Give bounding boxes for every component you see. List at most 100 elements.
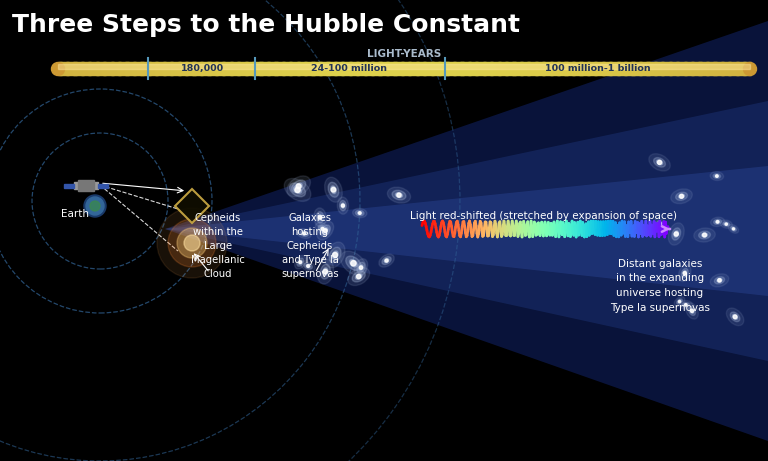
Text: LIGHT-YEARS: LIGHT-YEARS bbox=[367, 49, 441, 59]
Bar bbox=[551, 63, 553, 76]
Bar bbox=[492, 63, 494, 76]
Bar bbox=[98, 63, 99, 76]
Bar bbox=[274, 63, 276, 76]
Bar bbox=[632, 63, 634, 76]
Ellipse shape bbox=[318, 225, 327, 233]
Bar bbox=[396, 63, 397, 76]
Bar bbox=[506, 63, 508, 76]
Bar bbox=[303, 63, 305, 76]
Ellipse shape bbox=[714, 277, 724, 284]
Bar bbox=[399, 63, 400, 76]
Bar bbox=[694, 63, 697, 76]
Bar bbox=[650, 63, 651, 76]
Bar bbox=[359, 63, 360, 76]
Bar bbox=[340, 63, 342, 76]
Bar bbox=[379, 63, 381, 76]
Bar bbox=[517, 63, 518, 76]
Bar bbox=[204, 63, 205, 76]
Bar bbox=[74, 63, 76, 76]
Ellipse shape bbox=[723, 222, 730, 226]
Ellipse shape bbox=[316, 223, 330, 235]
Bar bbox=[412, 63, 413, 76]
Bar bbox=[662, 63, 664, 76]
Ellipse shape bbox=[314, 208, 326, 227]
Bar bbox=[77, 63, 78, 76]
Bar bbox=[476, 63, 478, 76]
Bar bbox=[580, 63, 582, 76]
Bar bbox=[382, 63, 384, 76]
Bar bbox=[730, 63, 732, 76]
Bar bbox=[167, 63, 168, 76]
Text: Galaxies
hosting
Cepheids
and Type Ia
supernovas: Galaxies hosting Cepheids and Type Ia su… bbox=[281, 213, 339, 279]
Bar bbox=[247, 63, 248, 76]
Ellipse shape bbox=[679, 194, 684, 198]
Bar bbox=[456, 63, 458, 76]
Bar bbox=[545, 63, 547, 76]
Bar bbox=[527, 63, 528, 76]
Text: Three Steps to the Hubble Constant: Three Steps to the Hubble Constant bbox=[12, 13, 520, 37]
Bar bbox=[733, 63, 734, 76]
Bar bbox=[199, 63, 200, 76]
Bar bbox=[68, 63, 70, 76]
Bar bbox=[377, 63, 379, 76]
Ellipse shape bbox=[293, 186, 302, 193]
Bar bbox=[311, 63, 313, 76]
Bar bbox=[89, 63, 91, 76]
Bar bbox=[515, 63, 517, 76]
Bar bbox=[140, 63, 141, 76]
Bar bbox=[268, 63, 270, 76]
Ellipse shape bbox=[328, 182, 339, 197]
Bar bbox=[485, 63, 486, 76]
Bar bbox=[198, 63, 200, 76]
Bar bbox=[176, 63, 177, 76]
Circle shape bbox=[51, 63, 65, 76]
Circle shape bbox=[184, 235, 200, 251]
Bar bbox=[666, 63, 667, 76]
Bar bbox=[700, 63, 702, 76]
Bar bbox=[400, 63, 402, 76]
Ellipse shape bbox=[320, 264, 330, 279]
Bar bbox=[361, 63, 362, 76]
Bar bbox=[265, 63, 266, 76]
Bar bbox=[425, 63, 427, 76]
Ellipse shape bbox=[710, 274, 729, 287]
Bar bbox=[586, 63, 588, 76]
Bar bbox=[174, 63, 177, 76]
Bar bbox=[648, 63, 650, 76]
Bar bbox=[501, 63, 502, 76]
Bar bbox=[183, 63, 184, 76]
Bar bbox=[372, 63, 374, 76]
Bar bbox=[710, 63, 713, 76]
Bar bbox=[151, 63, 152, 76]
Bar bbox=[124, 63, 125, 76]
Bar bbox=[293, 63, 294, 76]
Bar bbox=[326, 63, 328, 76]
Bar bbox=[118, 63, 120, 76]
Bar bbox=[620, 63, 621, 76]
Bar bbox=[511, 63, 512, 76]
Circle shape bbox=[90, 201, 100, 211]
Bar bbox=[112, 63, 114, 76]
Bar bbox=[650, 63, 652, 76]
Bar bbox=[197, 63, 198, 76]
Bar bbox=[412, 63, 414, 76]
Bar bbox=[739, 63, 740, 76]
Bar bbox=[414, 63, 415, 76]
Bar bbox=[617, 63, 619, 76]
Bar bbox=[604, 63, 606, 76]
Bar bbox=[611, 63, 612, 76]
Ellipse shape bbox=[320, 227, 325, 231]
Bar bbox=[142, 63, 144, 76]
Bar bbox=[406, 63, 407, 76]
Bar bbox=[442, 63, 443, 76]
Bar bbox=[408, 63, 409, 76]
Bar bbox=[286, 63, 287, 76]
Bar bbox=[699, 63, 701, 76]
Bar bbox=[646, 63, 647, 76]
Ellipse shape bbox=[668, 223, 684, 245]
Bar bbox=[170, 63, 172, 76]
Bar bbox=[325, 63, 326, 76]
Ellipse shape bbox=[297, 258, 303, 266]
Bar bbox=[123, 63, 124, 76]
Bar bbox=[334, 63, 336, 76]
